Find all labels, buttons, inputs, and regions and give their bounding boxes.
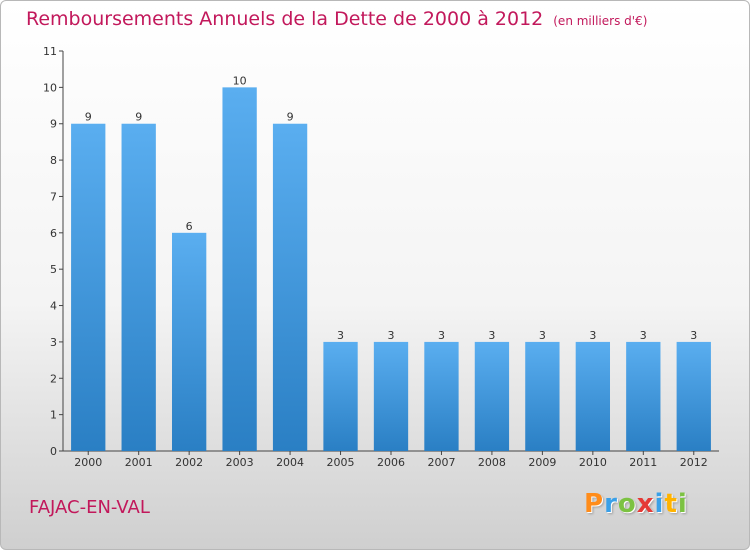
title-unit: (en milliers d'€) (553, 14, 648, 28)
bar-2004 (272, 123, 308, 452)
data-label-2000: 9 (85, 111, 92, 124)
y-tick-label: 1 (50, 409, 57, 422)
y-tick-label: 6 (50, 227, 57, 240)
y-tick-label: 4 (50, 300, 57, 313)
title-text: Remboursements Annuels de la Dette de 20… (26, 8, 544, 30)
bar-2000 (71, 123, 106, 452)
x-tick-label-2002: 2002 (175, 456, 203, 469)
logo-letter: t (664, 489, 678, 519)
x-tick-label-2004: 2004 (276, 456, 304, 469)
x-tick-label-2003: 2003 (226, 456, 254, 469)
data-label-2010: 3 (589, 329, 596, 342)
bar-2011 (626, 341, 661, 451)
data-label-2001: 9 (135, 111, 142, 124)
data-label-2004: 9 (287, 111, 294, 124)
bar-2003 (222, 87, 257, 451)
x-tick-label-2011: 2011 (629, 456, 657, 469)
x-tick-label-2006: 2006 (377, 456, 405, 469)
town-name: FAJAC-EN-VAL (29, 497, 150, 518)
bar-2001 (121, 123, 156, 452)
bar-2008 (474, 341, 510, 451)
y-tick-label: 7 (50, 190, 57, 203)
x-tick-label-2010: 2010 (579, 456, 607, 469)
y-tick-label: 10 (43, 81, 57, 94)
x-tick-label-2012: 2012 (680, 456, 708, 469)
bar-2002 (171, 232, 207, 451)
y-tick-label: 11 (43, 45, 57, 58)
y-tick-label: 5 (50, 263, 57, 276)
y-tick-label: 0 (50, 445, 57, 458)
chart-title: Remboursements Annuels de la Dette de 20… (26, 8, 647, 30)
data-label-2008: 3 (488, 329, 495, 342)
y-tick-label: 8 (50, 154, 57, 167)
y-tick-label: 2 (50, 372, 57, 385)
logo-letter: o (617, 489, 637, 519)
x-tick-label-2008: 2008 (478, 456, 506, 469)
y-tick-label: 9 (50, 118, 57, 131)
logo-letter: i (654, 489, 665, 519)
data-label-2012: 3 (690, 329, 697, 342)
x-tick-label-2000: 2000 (74, 456, 102, 469)
data-label-2006: 3 (388, 329, 395, 342)
bar-2012 (676, 341, 711, 451)
data-label-2011: 3 (640, 329, 647, 342)
data-label-2002: 6 (186, 220, 193, 233)
logo-letter: P (584, 489, 605, 519)
data-label-2005: 3 (337, 329, 344, 342)
proxiti-logo: Proxiti (584, 489, 688, 519)
logo-letter: i (677, 489, 688, 519)
x-tick-label-2005: 2005 (327, 456, 355, 469)
bar-2007 (424, 341, 459, 451)
data-label-2009: 3 (539, 329, 546, 342)
x-tick-label-2001: 2001 (125, 456, 153, 469)
x-tick-label-2007: 2007 (427, 456, 455, 469)
logo-letter: x (636, 489, 655, 519)
bar-2006 (373, 341, 409, 451)
data-label-2007: 3 (438, 329, 445, 342)
bar-2005 (323, 341, 358, 451)
logo-letter: r (604, 489, 618, 519)
bar-2009 (525, 341, 560, 451)
data-label-2003: 10 (233, 74, 247, 87)
bar-2010 (575, 341, 611, 451)
x-tick-label-2009: 2009 (528, 456, 556, 469)
y-tick-label: 3 (50, 336, 57, 349)
